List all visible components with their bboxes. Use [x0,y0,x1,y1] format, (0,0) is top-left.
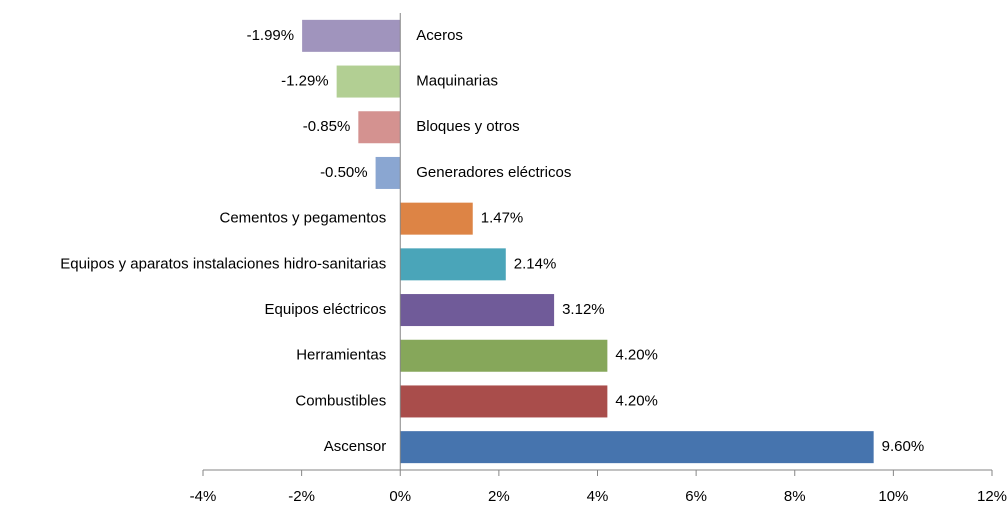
value-label: 2.14% [514,255,557,272]
x-tick-label: 8% [784,488,806,505]
x-tick-label: 4% [587,488,609,505]
x-tick-label: 6% [685,488,707,505]
bar [302,19,401,52]
bar [336,65,401,98]
value-label: 4.20% [615,392,658,409]
value-label: -1.99% [247,27,295,44]
value-label: 1.47% [481,210,524,227]
bar [400,431,874,464]
bar [375,156,401,189]
x-tick-label: 12% [977,488,1007,505]
x-tick-label: -4% [190,488,217,505]
bar [358,111,401,144]
category-label: Combustibles [295,392,386,409]
bar [400,385,608,418]
value-label: -0.85% [303,118,351,135]
x-tick-label: 0% [389,488,411,505]
value-label: 9.60% [882,438,925,455]
bar [400,248,506,281]
bar [400,294,555,327]
value-label: -1.29% [281,73,329,90]
bar [400,339,608,372]
category-label: Ascensor [324,438,387,455]
value-label: -0.50% [320,164,368,181]
category-label: Generadores eléctricos [416,164,571,181]
category-label: Maquinarias [416,73,498,90]
category-label: Cementos y pegamentos [219,210,386,227]
category-label: Equipos eléctricos [265,301,387,318]
category-label: Equipos y aparatos instalaciones hidro-s… [60,255,386,272]
category-label: Bloques y otros [416,118,519,135]
x-tick-label: 2% [488,488,510,505]
category-label: Herramientas [296,347,386,364]
category-label: Aceros [416,27,463,44]
value-label: 4.20% [615,347,658,364]
x-tick-label: -2% [288,488,315,505]
value-label: 3.12% [562,301,605,318]
x-tick-label: 10% [878,488,908,505]
bar [400,202,473,235]
